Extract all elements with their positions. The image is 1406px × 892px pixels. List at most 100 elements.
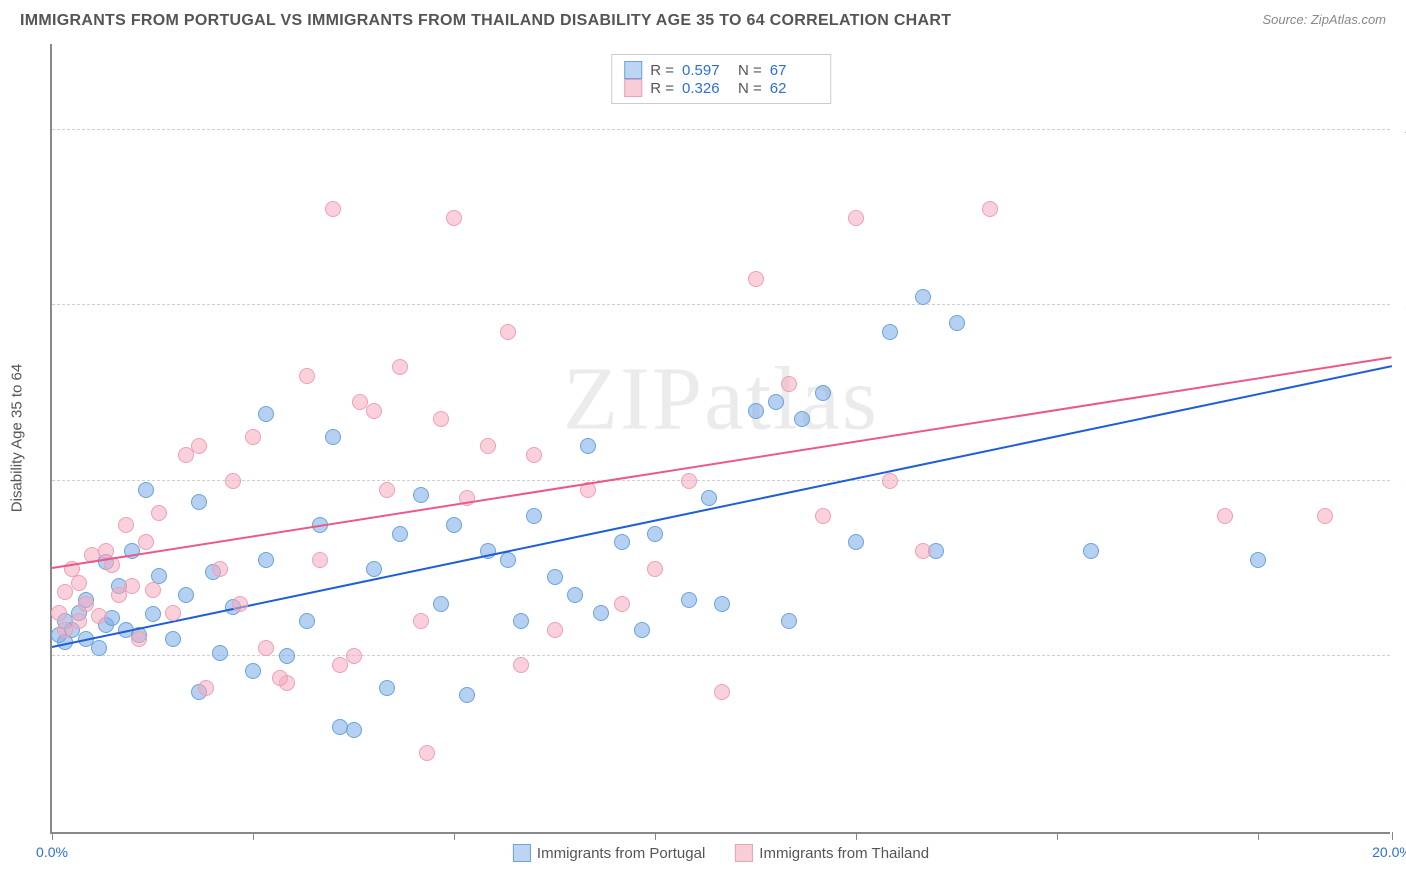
x-tick xyxy=(52,832,53,840)
stats-row-portugal: R = 0.597 N = 67 xyxy=(624,61,818,79)
point-portugal xyxy=(459,687,475,703)
x-tick xyxy=(1392,832,1393,840)
legend-label-portugal: Immigrants from Portugal xyxy=(537,845,705,862)
stats-row-thailand: R = 0.326 N = 62 xyxy=(624,79,818,97)
point-portugal xyxy=(212,645,228,661)
plot-area: ZIPatlas Disability Age 35 to 64 R = 0.5… xyxy=(50,44,1390,834)
point-thailand xyxy=(232,596,248,612)
point-thailand xyxy=(366,403,382,419)
point-thailand xyxy=(138,534,154,550)
point-portugal xyxy=(433,596,449,612)
point-portugal xyxy=(567,587,583,603)
swatch-portugal xyxy=(513,844,531,862)
point-portugal xyxy=(165,631,181,647)
point-portugal xyxy=(915,289,931,305)
gridline xyxy=(52,304,1390,305)
point-portugal xyxy=(446,517,462,533)
point-portugal xyxy=(346,722,362,738)
point-thailand xyxy=(815,508,831,524)
swatch-thailand xyxy=(624,79,642,97)
point-thailand xyxy=(51,605,67,621)
point-portugal xyxy=(379,680,395,696)
point-portugal xyxy=(366,561,382,577)
point-portugal xyxy=(647,526,663,542)
point-thailand xyxy=(915,543,931,559)
point-thailand xyxy=(346,648,362,664)
point-portugal xyxy=(1083,543,1099,559)
point-thailand xyxy=(446,210,462,226)
point-portugal xyxy=(714,596,730,612)
point-portugal xyxy=(392,526,408,542)
point-portugal xyxy=(547,569,563,585)
point-thailand xyxy=(71,575,87,591)
point-thailand xyxy=(647,561,663,577)
point-portugal xyxy=(91,640,107,656)
point-thailand xyxy=(848,210,864,226)
r-value-thailand: 0.326 xyxy=(682,80,730,97)
point-thailand xyxy=(151,505,167,521)
point-thailand xyxy=(118,517,134,533)
point-portugal xyxy=(325,429,341,445)
point-portugal xyxy=(191,494,207,510)
point-portugal xyxy=(768,394,784,410)
point-portugal xyxy=(1250,552,1266,568)
point-thailand xyxy=(379,482,395,498)
point-thailand xyxy=(614,596,630,612)
point-thailand xyxy=(547,622,563,638)
point-thailand xyxy=(714,684,730,700)
r-label: R = xyxy=(650,62,674,79)
x-tick xyxy=(253,832,254,840)
point-thailand xyxy=(258,640,274,656)
point-thailand xyxy=(513,657,529,673)
point-thailand xyxy=(272,670,288,686)
point-thailand xyxy=(325,201,341,217)
point-portugal xyxy=(258,406,274,422)
point-portugal xyxy=(580,438,596,454)
point-portugal xyxy=(848,534,864,550)
x-tick xyxy=(856,832,857,840)
gridline xyxy=(52,655,1390,656)
watermark: ZIPatlas xyxy=(563,347,879,450)
source-attribution: Source: ZipAtlas.com xyxy=(1262,12,1386,27)
point-portugal xyxy=(245,663,261,679)
x-tick-label: 20.0% xyxy=(1372,844,1406,860)
chart-title: IMMIGRANTS FROM PORTUGAL VS IMMIGRANTS F… xyxy=(20,12,951,30)
n-value-portugal: 67 xyxy=(770,62,818,79)
point-portugal xyxy=(145,606,161,622)
point-portugal xyxy=(815,385,831,401)
point-thailand xyxy=(145,582,161,598)
x-tick xyxy=(1057,832,1058,840)
point-thailand xyxy=(882,473,898,489)
point-thailand xyxy=(191,438,207,454)
point-thailand xyxy=(131,631,147,647)
point-thailand xyxy=(526,447,542,463)
point-portugal xyxy=(794,411,810,427)
point-thailand xyxy=(124,578,140,594)
point-thailand xyxy=(480,438,496,454)
point-thailand xyxy=(433,411,449,427)
point-thailand xyxy=(352,394,368,410)
point-portugal xyxy=(781,613,797,629)
point-thailand xyxy=(781,376,797,392)
chart-container: ZIPatlas Disability Age 35 to 64 R = 0.5… xyxy=(50,44,1390,834)
gridline xyxy=(52,129,1390,130)
bottom-legend: Immigrants from Portugal Immigrants from… xyxy=(513,844,929,862)
legend-item-thailand: Immigrants from Thailand xyxy=(735,844,929,862)
point-portugal xyxy=(748,403,764,419)
point-thailand xyxy=(982,201,998,217)
point-portugal xyxy=(279,648,295,664)
point-thailand xyxy=(225,473,241,489)
point-portugal xyxy=(413,487,429,503)
point-thailand xyxy=(165,605,181,621)
point-thailand xyxy=(312,552,328,568)
r-value-portugal: 0.597 xyxy=(682,62,730,79)
x-tick xyxy=(655,832,656,840)
point-thailand xyxy=(78,596,94,612)
n-label: N = xyxy=(738,80,762,97)
point-portugal xyxy=(258,552,274,568)
point-thailand xyxy=(245,429,261,445)
point-thailand xyxy=(299,368,315,384)
stats-legend: R = 0.597 N = 67 R = 0.326 N = 62 xyxy=(611,54,831,104)
point-thailand xyxy=(500,324,516,340)
point-thailand xyxy=(71,613,87,629)
